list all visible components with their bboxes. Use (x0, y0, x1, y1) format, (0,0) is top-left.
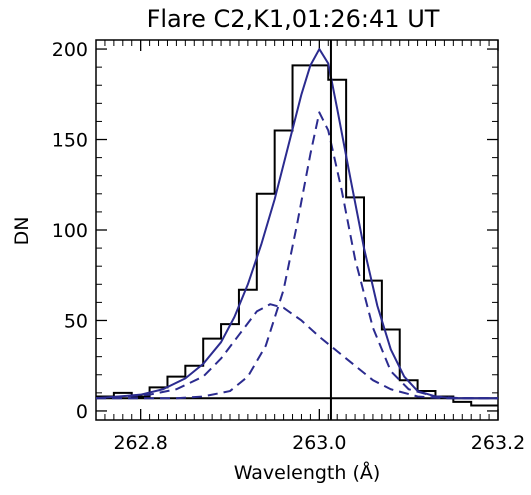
fit-component-2 (96, 303, 498, 400)
y-tick-label: 0 (76, 401, 88, 423)
x-axis-label: Wavelength (Å) (234, 461, 381, 484)
y-axis-label: DN (11, 217, 33, 246)
plot-area: 0 50 100 150 200 262.8 263.0 263.2 (52, 39, 525, 454)
x-tick-label: 263.2 (471, 432, 525, 454)
fit-total-curve (96, 48, 498, 400)
y-tick-label: 50 (64, 310, 88, 332)
x-tick-label: 263.0 (292, 432, 346, 454)
y-tick-label: 100 (52, 220, 88, 242)
fit-component-1 (96, 111, 498, 400)
x-tick-label: 262.8 (113, 432, 167, 454)
observed-spectrum-histogram (96, 64, 498, 407)
y-tick-label: 200 (52, 39, 88, 61)
plot-frame (95, 39, 499, 421)
chart-title: Flare C2,K1,01:26:41 UT (147, 5, 440, 33)
y-tick-label: 150 (52, 130, 88, 152)
